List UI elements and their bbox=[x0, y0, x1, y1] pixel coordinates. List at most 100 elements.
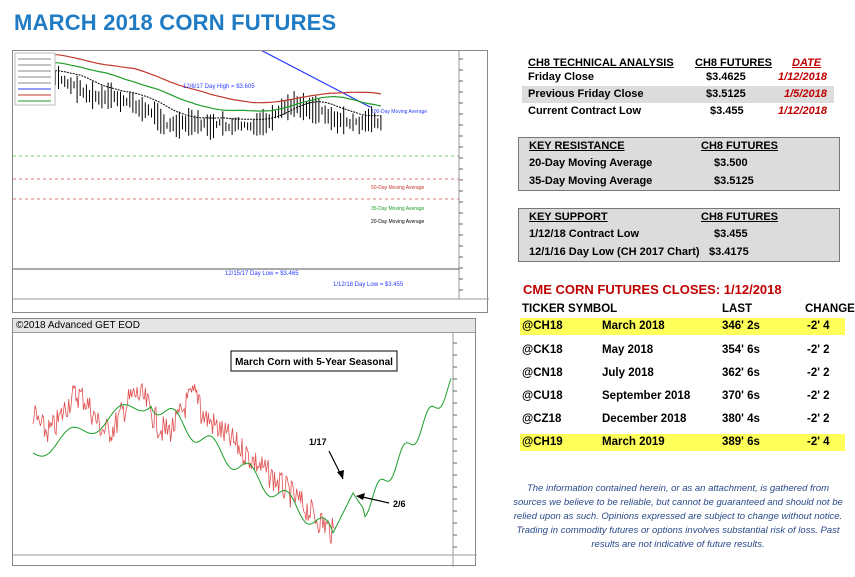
table-row: @CK18 May 2018 354' 6s -2' 2 bbox=[520, 342, 845, 359]
row-label: Previous Friday Close bbox=[528, 88, 644, 100]
row-ticker: @CU18 bbox=[522, 390, 563, 402]
table-row: @CH18 March 2018 346' 2s -2' 4 bbox=[520, 318, 845, 335]
row-date: 1/12/2018 bbox=[778, 71, 827, 83]
ma20-label: 20-Day Moving Average bbox=[371, 219, 424, 225]
row-value: $3.4175 bbox=[709, 246, 749, 258]
table-row: 1/12/18 Contract Low $3.455 bbox=[519, 226, 839, 243]
row-value: $3.4625 bbox=[706, 71, 746, 83]
technical-header: CH8 TECHNICAL ANALYSIS CH8 FUTURES DATE bbox=[528, 55, 833, 72]
row-last: 346' 2s bbox=[722, 320, 760, 332]
row-label: Current Contract Low bbox=[528, 105, 642, 117]
table-row: Friday Close $3.4625 1/12/2018 bbox=[528, 69, 833, 86]
row-change: -2' 2 bbox=[807, 413, 830, 425]
seasonal-chart-header: ©2018 Advanced GET EOD bbox=[13, 319, 475, 333]
row-label: 20-Day Moving Average bbox=[529, 157, 653, 169]
ma35-line bbox=[42, 61, 382, 112]
arrow-head-2-6 bbox=[356, 493, 365, 500]
support-header-futures: CH8 FUTURES bbox=[701, 211, 779, 223]
row-last: 380' 4s bbox=[722, 413, 760, 425]
row-ticker: @CZ18 bbox=[522, 413, 562, 425]
row-change: -2' 2 bbox=[807, 344, 830, 356]
ma100-label: 100-Day Moving Average bbox=[371, 109, 427, 115]
ma100-line bbox=[252, 45, 371, 108]
row-label: 1/12/18 Contract Low bbox=[529, 228, 640, 240]
seasonal-chart: ©2018 Advanced GET EOD March Corn with 5… bbox=[12, 318, 477, 567]
price-chart-daily: 12/6/17 Day High = $3.605 100-Day Moving… bbox=[12, 45, 489, 313]
table-row: @CN18 July 2018 362' 6s -2' 2 bbox=[520, 365, 845, 382]
row-ticker: @CK18 bbox=[522, 344, 563, 356]
row-change: -2' 4 bbox=[807, 436, 830, 448]
cme-title: CME CORN FUTURES CLOSES: 1/12/2018 bbox=[523, 282, 782, 297]
low-1215-label: 12/15/17 Day Low = $3.465 bbox=[225, 271, 299, 277]
cme-table: TICKER SYMBOL LAST CHANGE @CH18 March 20… bbox=[520, 301, 855, 453]
row-date: 1/5/2018 bbox=[784, 88, 827, 100]
price-series bbox=[32, 382, 335, 545]
row-label: Friday Close bbox=[528, 71, 595, 83]
resistance-header-label: KEY RESISTANCE bbox=[529, 140, 625, 152]
table-row: Current Contract Low $3.455 1/12/2018 bbox=[528, 103, 833, 120]
row-value: $3.500 bbox=[714, 157, 748, 169]
price-chart-svg: 12/6/17 Day High = $3.605 100-Day Moving… bbox=[13, 45, 489, 300]
seasonal-series bbox=[32, 378, 452, 535]
seasonal-label-box bbox=[230, 350, 398, 372]
day-high-label: 12/6/17 Day High = $3.605 bbox=[183, 84, 255, 90]
technical-header-date: DATE bbox=[792, 57, 822, 69]
row-last: 370' 6s bbox=[722, 390, 760, 402]
cme-header-ticker: TICKER SYMBOL bbox=[522, 303, 618, 315]
support-header-label: KEY SUPPORT bbox=[529, 211, 608, 223]
seasonal-label: March Corn with 5-Year Seasonal bbox=[235, 357, 393, 368]
row-change: -2' 2 bbox=[807, 367, 830, 379]
row-value: $3.5125 bbox=[706, 88, 746, 100]
seasonal-axis bbox=[453, 342, 457, 548]
arrow-label-1-17: 1/17 bbox=[309, 437, 327, 447]
row-date: 1/12/2018 bbox=[778, 105, 827, 117]
row-ticker: @CN18 bbox=[522, 367, 563, 379]
cme-header-last: LAST bbox=[722, 303, 753, 315]
table-row: 20-Day Moving Average $3.500 bbox=[519, 155, 839, 172]
disclaimer: The information contained herein, or as … bbox=[513, 483, 843, 550]
row-month: September 2018 bbox=[602, 390, 691, 402]
resistance-box: KEY RESISTANCE CH8 FUTURES 20-Day Moving… bbox=[518, 137, 840, 191]
resistance-header-futures: CH8 FUTURES bbox=[701, 140, 779, 152]
row-change: -2' 2 bbox=[807, 390, 830, 402]
cme-header-change: CHANGE bbox=[805, 303, 855, 315]
row-value: $3.5125 bbox=[714, 175, 754, 187]
row-month: December 2018 bbox=[602, 413, 687, 425]
support-box: KEY SUPPORT CH8 FUTURES 1/12/18 Contract… bbox=[518, 208, 840, 262]
low-0112-label: 1/12/18 Day Low = $3.455 bbox=[333, 282, 404, 288]
row-month: March 2019 bbox=[602, 436, 665, 448]
arrow-label-2-6: 2/6 bbox=[393, 499, 406, 509]
row-value: $3.455 bbox=[714, 228, 748, 240]
table-row: 12/1/16 Day Low (CH 2017 Chart) $3.4175 bbox=[519, 244, 839, 261]
table-row: @CZ18 December 2018 380' 4s -2' 2 bbox=[520, 411, 845, 428]
ma35-label: 35-Day Moving Average bbox=[371, 206, 424, 212]
ma50-label: 50-Day Moving Average bbox=[371, 185, 424, 191]
price-axis bbox=[459, 58, 463, 291]
row-last: 362' 6s bbox=[722, 367, 760, 379]
table-row: @CH19 March 2019 389' 6s -2' 4 bbox=[520, 434, 845, 451]
page-title: MARCH 2018 CORN FUTURES bbox=[14, 10, 337, 35]
ma50-line bbox=[42, 53, 381, 104]
row-ticker: @CH19 bbox=[522, 436, 563, 448]
row-label: 35-Day Moving Average bbox=[529, 175, 653, 187]
ma20-line bbox=[42, 69, 381, 120]
row-change: -2' 4 bbox=[807, 320, 830, 332]
support-header: KEY SUPPORT CH8 FUTURES bbox=[519, 209, 839, 226]
row-label: 12/1/16 Day Low (CH 2017 Chart) bbox=[529, 246, 700, 258]
technical-table: CH8 TECHNICAL ANALYSIS CH8 FUTURES DATE … bbox=[522, 55, 834, 123]
row-month: March 2018 bbox=[602, 320, 665, 332]
arrow-head-1-17 bbox=[337, 470, 344, 479]
seasonal-chart-svg: March Corn with 5-Year Seasonal 1/17 2/6 bbox=[13, 333, 477, 567]
technical-header-futures: CH8 FUTURES bbox=[695, 57, 773, 69]
table-row: @CU18 September 2018 370' 6s -2' 2 bbox=[520, 388, 845, 405]
resistance-header: KEY RESISTANCE CH8 FUTURES bbox=[519, 138, 839, 155]
row-ticker: @CH18 bbox=[522, 320, 563, 332]
technical-header-label: CH8 TECHNICAL ANALYSIS bbox=[528, 57, 674, 69]
row-month: July 2018 bbox=[602, 367, 654, 379]
table-row: Previous Friday Close $3.5125 1/5/2018 bbox=[522, 86, 834, 103]
cme-header: TICKER SYMBOL LAST CHANGE bbox=[520, 301, 855, 318]
chart-legend bbox=[14, 52, 56, 106]
row-last: 389' 6s bbox=[722, 436, 760, 448]
row-last: 354' 6s bbox=[722, 344, 760, 356]
row-month: May 2018 bbox=[602, 344, 654, 356]
